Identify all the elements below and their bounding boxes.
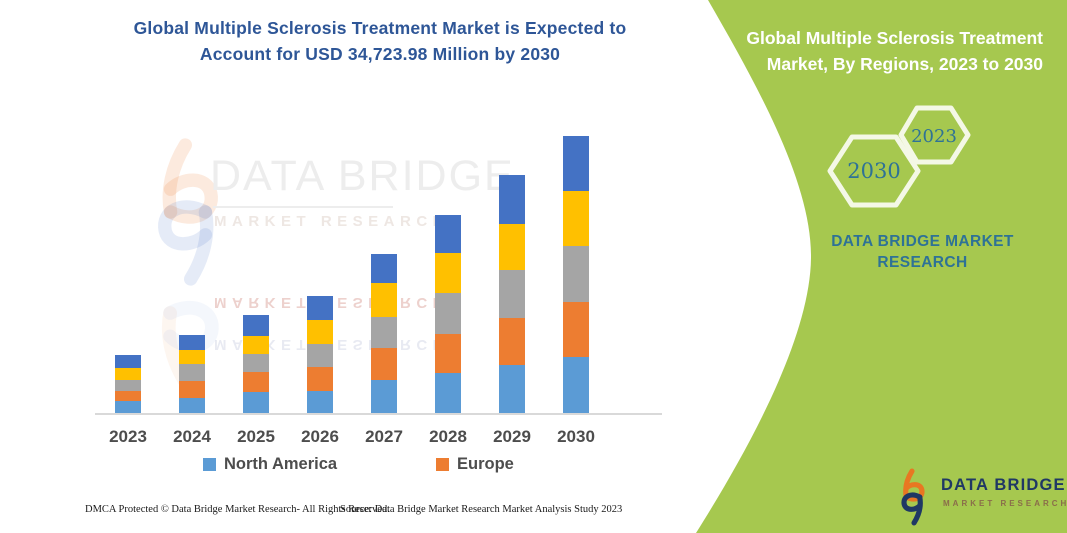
bar-segment-2029 [499,318,525,365]
x-axis-label-2023: 2023 [109,427,147,446]
bar-segment-2029 [499,365,525,413]
bar-segment-2024 [179,350,205,364]
x-axis-labels: 2023 2024 2025 2026 2027 2028 2029 2030 [85,427,675,449]
bar-segment-2023 [115,367,141,380]
legend-item-europe: Europe [436,455,514,474]
x-axis-label-2024: 2024 [173,427,211,446]
bar-segment-2026 [307,344,333,367]
bar-segment-2025 [243,372,269,393]
stacked-bar-2024 [179,335,205,413]
side-panel-title-line1: Global Multiple Sclerosis Treatment [746,28,1043,48]
bar-segment-2030 [563,301,589,358]
bar-segment-2027 [371,283,397,317]
bar-segment-2025 [243,353,269,373]
bar-segment-2027 [371,317,397,348]
logo-brand-text: DATA BRIDGE [941,476,1066,494]
bar-segment-2027 [371,254,397,283]
bar-segment-2025 [243,392,269,413]
bar-segment-2028 [435,214,461,254]
brand-logo: DATA BRIDGE MARKET RESEARCH [893,466,1066,528]
bar-segment-2028 [435,253,461,294]
bar-segment-2030 [563,245,589,302]
stacked-bar-2030 [563,136,589,413]
legend-item-north-america: North America [203,455,337,474]
bar-segment-2026 [307,366,333,391]
bar-segment-2023 [115,379,141,392]
bar-segment-2026 [307,295,333,320]
bar-plot [85,120,675,413]
bar-segment-2023 [115,391,141,402]
stacked-bar-2029 [499,175,525,413]
logo-sub-text: MARKET RESEARCH [943,499,1067,508]
x-axis-label-2025: 2025 [237,427,275,446]
bar-segment-2029 [499,270,525,318]
bar-segment-2026 [307,390,333,413]
side-panel-brand-line1: DATA BRIDGE MARKET [831,233,1014,250]
x-axis-label-2027: 2027 [365,427,403,446]
dmca-notice: DMCA Protected © Data Bridge Market Rese… [85,504,390,515]
bar-segment-2029 [499,224,525,270]
legend-label-europe: Europe [457,455,514,473]
main-title-line2: Account for USD 34,723.98 Million by 203… [199,44,561,64]
hexagon-2030 [827,134,921,208]
side-panel-title: Global Multiple Sclerosis Treatment Mark… [733,25,1043,77]
bar-segment-2030 [563,136,589,191]
stacked-bar-2028 [435,214,461,413]
hexagon-2023 [898,105,971,165]
bar-segment-2024 [179,397,205,413]
bar-segment-2028 [435,373,461,413]
bar-segment-2024 [179,335,205,351]
bar-segment-2029 [499,175,525,224]
hexagon-2030-label: 2030 [847,159,900,183]
legend-swatch-north-america [203,458,216,471]
main-title: Global Multiple Sclerosis Treatment Mark… [90,15,670,67]
bar-segment-2027 [371,380,397,413]
side-panel-title-line2: Market, By Regions, 2023 to 2030 [766,54,1043,74]
legend-swatch-europe [436,458,449,471]
side-panel-brand: DATA BRIDGE MARKET RESEARCH [800,231,1045,273]
side-panel-brand-line2: RESEARCH [877,254,968,271]
bar-segment-2025 [243,314,269,337]
stacked-bar-2027 [371,254,397,413]
x-axis-label-2026: 2026 [301,427,339,446]
x-axis-label-2030: 2030 [557,427,595,446]
legend-label-north-america: North America [224,455,338,473]
green-panel-shape [696,0,1067,533]
main-title-line1: Global Multiple Sclerosis Treatment Mark… [133,18,627,38]
x-axis-label-2029: 2029 [493,427,531,446]
year-hexagons: 2030 2023 [827,105,971,208]
bar-segment-2025 [243,336,269,354]
hexagon-2023-label: 2023 [911,126,957,147]
stacked-bar-2023 [115,354,141,413]
bar-segment-2027 [371,348,397,380]
bar-segment-2023 [115,401,141,413]
bar-segment-2024 [179,363,205,382]
bar-segment-2030 [563,357,589,413]
stacked-bar-2025 [243,314,269,413]
x-axis-line [95,413,662,415]
x-axis-label-2028: 2028 [429,427,467,446]
bar-segment-2030 [563,190,589,246]
bar-segment-2028 [435,333,461,373]
stacked-bar-2026 [307,295,333,413]
source-note: Source: Data Bridge Market Research Mark… [340,504,623,515]
data-bridge-logo-icon [901,468,925,526]
bar-segment-2023 [115,354,141,368]
bar-segment-2026 [307,319,333,345]
bar-segment-2024 [179,381,205,398]
bar-segment-2028 [435,293,461,334]
